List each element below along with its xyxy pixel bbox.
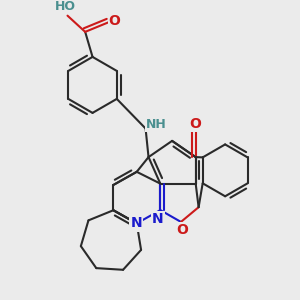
Text: N: N: [130, 216, 142, 230]
Text: N: N: [152, 212, 164, 226]
Text: O: O: [190, 117, 202, 131]
Text: NH: NH: [146, 118, 166, 130]
Text: HO: HO: [55, 0, 76, 13]
Text: O: O: [176, 223, 188, 237]
Text: O: O: [109, 14, 121, 28]
